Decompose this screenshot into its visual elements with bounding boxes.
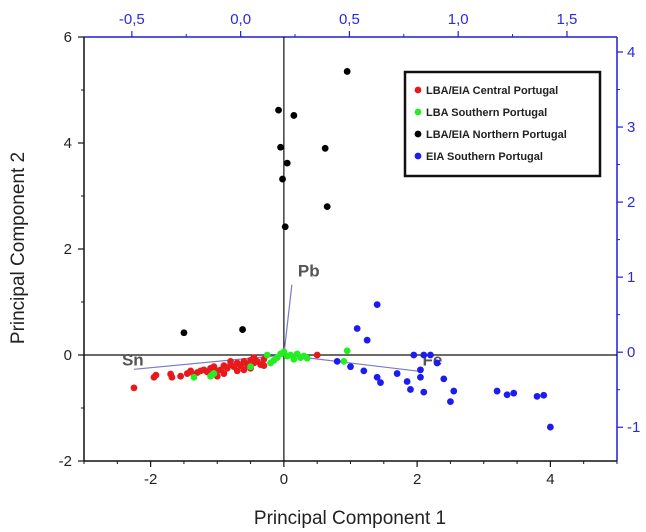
legend-marker-1 [414,86,422,94]
point-series-4 [493,387,501,395]
point-series-4 [410,351,418,359]
point-series-4 [363,336,371,344]
point-series-1 [233,367,241,375]
point-series-1 [250,354,258,362]
point-series-3 [343,68,351,75]
right-tick-label: 3 [627,119,635,136]
legend-label-2: LBA Southern Portugal [426,107,547,119]
y-tick-label: 4 [64,135,72,152]
legend-marker-4 [414,152,422,160]
y-axis-title: Principal Component 2 [8,152,29,344]
point-series-3 [323,203,331,211]
x-tick-label: 0 [280,471,288,488]
point-series-4 [420,351,428,359]
point-series-3 [275,106,282,114]
x-axis-title: Principal Component 1 [254,508,446,529]
x-tick-label: 4 [546,471,554,488]
right-tick-label: 4 [627,44,635,61]
x-tick-label: -2 [144,471,157,488]
top-tick-label: 1,5 [557,11,578,28]
legend-box [403,70,602,178]
right-tick-label: 1 [627,269,635,286]
point-series-4 [450,387,458,395]
legend-label-4: EIA Southern Portugal [426,151,543,163]
point-series-1 [227,357,234,365]
point-series-4 [533,392,541,400]
point-series-1 [168,373,176,381]
point-series-4 [377,379,384,386]
point-series-1 [313,351,321,359]
y-tick-label: 0 [64,347,72,364]
point-series-3 [180,329,188,337]
point-series-2 [210,370,218,377]
point-series-3 [239,326,246,333]
top-tick-label: -0,5 [119,11,145,28]
point-series-2 [340,357,348,365]
y-tick-label: -2 [59,453,72,470]
point-series-2 [263,351,271,359]
point-series-2 [290,355,298,363]
point-series-1 [260,362,268,369]
y-tick-label: 2 [64,241,72,258]
loading-label-sn: Sn [122,350,144,369]
top-tick-label: 0,0 [230,11,251,28]
point-series-4 [447,398,454,406]
point-series-1 [220,370,228,377]
point-series-3 [279,175,286,183]
point-series-4 [353,325,361,332]
top-tick-label: 1,0 [448,11,469,28]
x-tick-label: 2 [413,471,421,488]
point-series-4 [427,351,434,359]
top-tick-label: 0,5 [339,11,360,28]
point-series-1 [130,384,138,392]
right-tick-label: 0 [627,344,635,361]
point-series-2 [303,354,311,362]
point-series-3 [290,112,298,119]
point-series-2 [190,373,198,381]
point-series-4 [417,366,424,374]
point-series-1 [152,371,160,379]
point-series-4 [407,386,414,393]
point-series-4 [360,367,368,375]
point-series-3 [283,159,291,167]
point-series-4 [333,357,341,365]
legend: LBA/EIA Central Portugal LBA Southern Por… [403,70,602,178]
y-tick-label: 6 [64,29,72,46]
loading-vector-pb [283,284,293,356]
point-series-4 [373,373,381,381]
point-series-4 [433,359,441,367]
point-series-4 [440,375,448,383]
point-series-3 [321,144,329,152]
point-series-4 [503,391,511,399]
loading-label-pb: Pb [298,262,320,281]
point-series-2 [270,356,278,364]
point-series-4 [403,378,411,385]
points-group [130,68,554,431]
right-tick-label: 2 [627,194,635,211]
point-series-4 [420,388,428,396]
point-series-4 [510,389,518,397]
point-series-2 [343,347,351,355]
legend-label-3: LBA/EIA Northern Portugal [426,129,567,141]
point-series-1 [177,372,185,380]
point-series-4 [393,370,401,377]
point-series-4 [417,373,424,381]
loading-vector-sn [133,354,284,370]
right-tick-label: -1 [627,419,640,436]
legend-label-1: LBA/EIA Central Portugal [426,85,558,97]
point-series-4 [347,363,354,371]
axes-group: -2 0 2 4 -2 0 2 4 6 -0,5 0,0 0,5 1,0 1,5 -1 0 1 2 3 4 [59,11,641,488]
point-series-4 [540,391,548,399]
point-series-3 [281,223,289,231]
point-series-4 [373,301,381,309]
point-series-3 [277,143,284,151]
point-series-4 [546,423,554,431]
point-series-1 [240,366,248,374]
point-series-2 [247,363,254,371]
legend-marker-2 [414,108,422,116]
legend-marker-3 [414,130,422,138]
